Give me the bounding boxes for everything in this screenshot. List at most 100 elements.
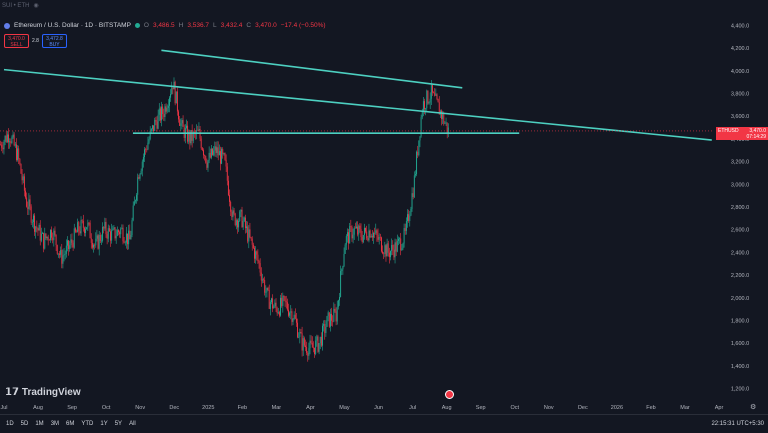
candle-body	[174, 81, 176, 104]
candle-body	[447, 127, 449, 133]
candle-body	[436, 94, 438, 100]
trendline-upper[interactable]	[161, 49, 463, 89]
buy-price: 3,472.8	[46, 36, 63, 42]
range-ytd[interactable]: YTD	[81, 421, 94, 427]
candle-body	[290, 311, 292, 313]
candle-body	[111, 230, 113, 241]
candle-body	[78, 222, 80, 232]
candle-body	[208, 152, 210, 161]
candle-body	[377, 235, 379, 240]
symbol-title[interactable]: Ethereum / U.S. Dollar · 1D · BITSTAMP	[14, 22, 131, 29]
range-1d[interactable]: 1D	[6, 421, 14, 427]
buy-button[interactable]: 3,472.8 BUY	[41, 34, 67, 48]
candle-body	[242, 220, 244, 228]
candle-body	[373, 232, 374, 238]
candle-body	[247, 226, 249, 242]
trendline-long[interactable]	[3, 68, 712, 141]
candle-body	[367, 238, 369, 241]
candle-body	[215, 146, 217, 154]
candle-body	[88, 222, 90, 224]
candle-body	[322, 325, 323, 346]
chart-legend: Ethereum / U.S. Dollar · 1D · BITSTAMP O…	[4, 22, 326, 29]
candle-body	[118, 230, 119, 233]
candle-body	[156, 121, 158, 129]
candle-body	[225, 159, 227, 167]
range-1m[interactable]: 1M	[35, 421, 44, 427]
candle-body	[146, 149, 148, 151]
candle-body	[284, 296, 286, 301]
x-tick-label: 2025	[202, 405, 214, 411]
candle-body	[32, 215, 34, 223]
eye-icon[interactable]: ◉	[33, 3, 39, 9]
candle-body	[437, 99, 439, 103]
candle-body	[221, 149, 223, 164]
candle-body	[274, 302, 276, 307]
candle-body	[22, 176, 24, 181]
event-marker-icon[interactable]	[445, 390, 454, 399]
candle-body	[222, 149, 224, 155]
low-label: L	[213, 22, 217, 29]
sell-button[interactable]: 3,470.0 SELL	[4, 34, 29, 48]
candle-body	[140, 170, 142, 174]
candle-body	[412, 193, 414, 198]
candle-body	[285, 300, 287, 303]
candle-body	[214, 146, 216, 151]
candle-body	[209, 152, 211, 158]
x-tick-label: Sep	[67, 405, 77, 411]
range-all[interactable]: All	[129, 421, 136, 427]
candle-body	[431, 85, 433, 93]
range-5y[interactable]: 5Y	[114, 421, 123, 427]
candle-body	[227, 180, 229, 196]
candle-body	[390, 251, 391, 258]
open-value: 3,486.5	[152, 22, 175, 29]
range-1y[interactable]: 1Y	[100, 421, 108, 427]
candle-body	[80, 220, 82, 234]
gear-icon[interactable]: ⚙	[750, 404, 757, 411]
candle-body	[120, 228, 122, 235]
candle-body	[93, 244, 94, 248]
range-5d[interactable]: 5D	[20, 421, 29, 427]
y-tick-label: 4,400.0	[731, 23, 749, 29]
candle-body	[103, 227, 105, 229]
candle-body	[104, 221, 106, 229]
clock[interactable]: 22:15:31 UTC+5:30	[711, 421, 764, 427]
candle-body	[363, 227, 365, 235]
candle-body	[294, 314, 296, 319]
candle-body	[327, 312, 329, 317]
candle-body	[391, 245, 393, 252]
x-tick-label: Aug	[442, 405, 452, 411]
range-6m[interactable]: 6M	[66, 421, 75, 427]
candle-body	[176, 91, 178, 112]
candle-body	[316, 336, 318, 341]
x-tick-label: Jul	[409, 405, 416, 411]
candle-body	[107, 228, 109, 239]
candle-body	[13, 134, 15, 146]
candle-body	[61, 250, 63, 264]
candle-body	[48, 239, 50, 241]
candle-body	[352, 234, 354, 239]
candle-body	[264, 279, 266, 293]
candle-body	[411, 193, 413, 209]
candle-body	[288, 309, 289, 316]
candle-body	[345, 236, 347, 245]
bar-countdown: 07:14:29	[746, 134, 766, 140]
candle-body	[292, 318, 294, 322]
candle-body	[100, 240, 102, 242]
candle-body	[116, 230, 118, 236]
price-axis: 4,400.04,200.04,000.03,800.03,600.03,400…	[712, 0, 768, 414]
candle-body	[81, 220, 83, 221]
candle-body	[0, 144, 2, 146]
candle-body	[110, 231, 111, 241]
brand-name: TradingView	[21, 387, 81, 398]
candle-body	[83, 227, 85, 234]
candle-body	[332, 320, 334, 322]
x-tick-label: Oct	[510, 405, 519, 411]
candle-body	[138, 177, 140, 179]
candle-body	[135, 200, 136, 202]
candle-body	[339, 297, 340, 301]
candle-body	[408, 214, 410, 221]
range-3m[interactable]: 3M	[50, 421, 60, 427]
candle-body	[402, 243, 404, 249]
candle-body	[114, 227, 116, 239]
